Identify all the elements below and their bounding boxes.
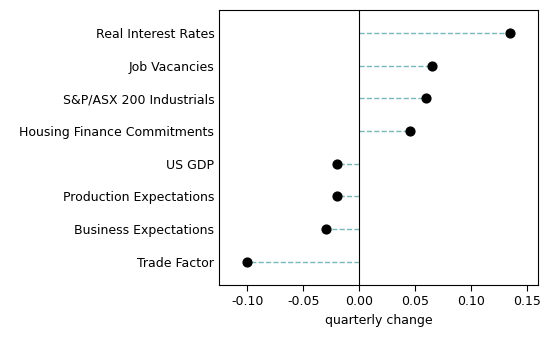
- X-axis label: quarterly change: quarterly change: [325, 314, 432, 327]
- Point: [243, 259, 251, 264]
- Point: [427, 63, 436, 68]
- Point: [332, 194, 341, 199]
- Point: [422, 96, 431, 101]
- Point: [405, 128, 414, 134]
- Point: [321, 226, 330, 232]
- Point: [506, 31, 515, 36]
- Point: [332, 161, 341, 166]
